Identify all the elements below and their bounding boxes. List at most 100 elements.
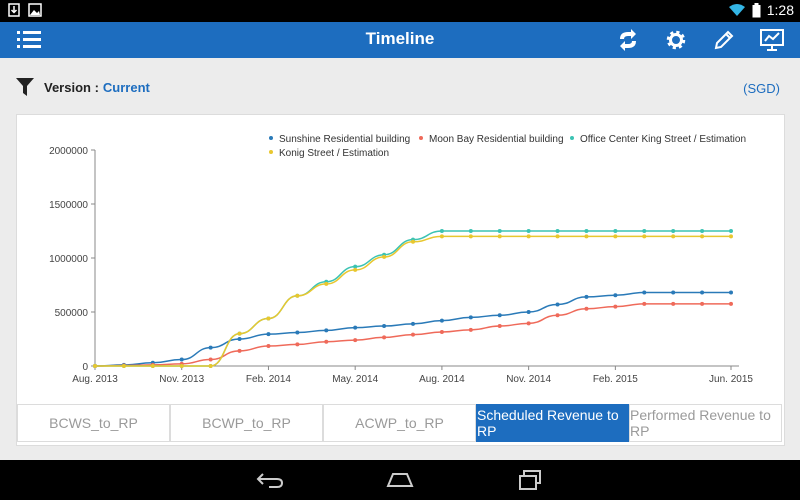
version-selector[interactable]: Version : Current [16,76,150,98]
gear-icon [666,30,686,50]
back-button[interactable] [250,465,290,495]
presentation-button[interactable] [758,27,786,53]
version-value: Current [102,79,150,95]
series-3-point [700,229,705,233]
system-nav-bar [0,460,800,500]
tab-performed-revenue-to-rp[interactable]: Performed Revenue to RP [629,404,782,442]
x-tick-label: Jun. 2015 [709,374,753,385]
sync-icon [620,29,636,51]
tab-bcwp-to-rp[interactable]: BCWP_to_RP [170,404,323,442]
series-3-point [468,229,473,233]
page-title: Timeline [365,29,435,48]
home-button[interactable] [380,465,420,495]
pencil-icon [714,30,734,50]
x-tick-label: Feb. 2014 [246,374,291,385]
series-2-point [642,301,647,306]
tab-bcws-to-rp[interactable]: BCWS_to_RP [17,404,170,442]
timeline-chart: 0 500000 1000000 1500000 2000000 Aug. 2013 Nov… [49,134,753,385]
legend-marker [419,136,423,140]
x-tick-label: May. 2014 [332,374,378,385]
series-1-point [555,302,560,307]
series-3-point [497,229,502,233]
x-tick-label: Aug. 2013 [72,374,118,385]
series-1-point [295,330,300,335]
y-tick-label: 1500000 [49,200,88,211]
list-menu-icon[interactable] [16,28,42,52]
series-1-point [497,313,502,318]
series-4-point [382,254,387,259]
series-4-point [555,234,560,239]
series-2-point [237,348,242,353]
series-1-point [411,321,415,326]
series-2-point [411,332,415,337]
series-2-point [729,301,733,306]
series-1-point [179,357,184,362]
sync-button[interactable] [614,27,642,53]
series-2-point [671,301,676,306]
series-4-point [121,364,126,368]
series-4-point [642,234,647,239]
x-tick-label: Aug. 2014 [419,374,465,385]
legend-label: Office Center King Street / Estimation [580,134,746,145]
series-3-point [729,229,733,233]
series-4-point [150,364,155,368]
series-2-point [613,304,618,309]
legend-marker [269,150,273,154]
series-4-point [93,364,97,368]
x-tick-label: Feb. 2015 [593,374,638,385]
series-2-point [526,321,531,326]
series-1-point [613,293,618,298]
series-2-point [439,329,444,334]
series-3-point [671,229,676,233]
series-line-4 [95,235,731,367]
series-3-point [526,229,531,233]
series-3-point [353,264,358,269]
series-2-point [295,342,300,347]
series-4-point [526,234,531,239]
tab-scheduled-revenue-to-rp[interactable]: Scheduled Revenue to RP [476,404,629,442]
series-2-point [700,301,705,306]
series-4-point [468,234,473,239]
series-1-point [642,290,647,295]
series-2-point [468,327,473,332]
legend-label: Konig Street / Estimation [279,148,389,159]
series-2-point [324,339,329,344]
app-bar: Timeline [0,22,800,58]
y-tick-label: 0 [82,362,88,373]
series-4-point [295,293,300,298]
series-4-point [411,239,415,244]
series-3-point [642,229,647,233]
filter-icon [16,78,34,96]
series-1-point [439,318,444,323]
series-3-point [613,229,618,233]
legend-label: Sunshine Residential building [279,134,410,145]
series-4-point [497,234,502,239]
series-line-3 [95,230,731,367]
series-1-point [353,325,358,330]
series-4-point [324,281,329,286]
series-4-point [353,267,358,272]
series-1-point [729,290,733,295]
currency-label[interactable]: (SGD) [743,81,780,96]
edit-button[interactable] [710,27,738,53]
x-tick-label: Nov. 2014 [506,374,551,385]
series-3-point [439,229,444,233]
series-1-point [382,324,387,329]
series-1-point [266,332,271,337]
series-4-point [613,234,618,239]
series-2-point [353,338,358,343]
series-1-point [671,290,676,295]
recents-button[interactable] [510,465,550,495]
wifi-icon [728,4,745,16]
recents-icon [519,470,541,490]
settings-button[interactable] [662,27,690,53]
series-4-point [584,234,589,239]
tab-acwp-to-rp[interactable]: ACWP_to_RP [323,404,476,442]
status-bar: 1:28 [0,0,800,22]
series-1-point [468,315,473,320]
series-3-point [555,229,560,233]
x-tick-label: Nov. 2013 [159,374,204,385]
series-4-point [208,364,213,368]
chart-card: 0 500000 1000000 1500000 2000000 Aug. 2013 Nov… [16,114,785,446]
series-2-point [208,357,213,362]
